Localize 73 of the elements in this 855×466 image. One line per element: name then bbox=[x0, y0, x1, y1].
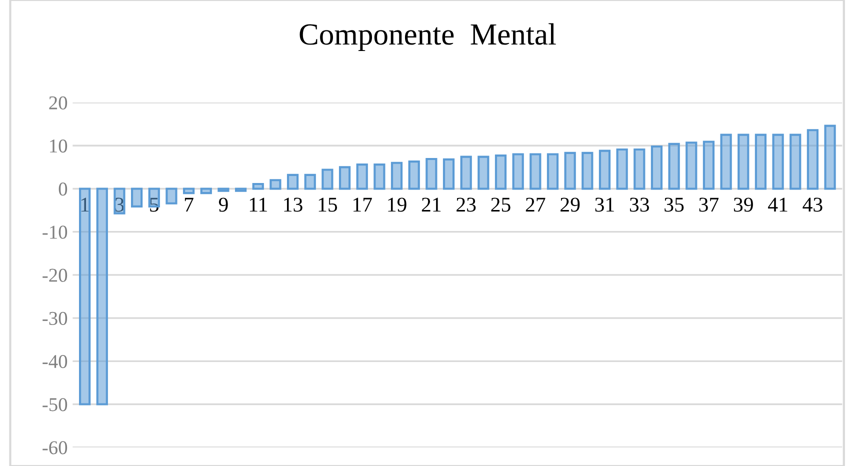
x-tick-label: 19 bbox=[388, 198, 406, 212]
bar bbox=[442, 158, 455, 190]
bar bbox=[824, 124, 836, 190]
x-tick-label: 9 bbox=[218, 198, 228, 212]
bar bbox=[322, 168, 334, 190]
bar bbox=[426, 158, 438, 190]
x-tick-label: 33 bbox=[630, 198, 650, 212]
bar bbox=[218, 188, 230, 192]
bar bbox=[582, 152, 594, 190]
bar bbox=[616, 148, 628, 190]
bar bbox=[200, 188, 212, 194]
bar bbox=[78, 188, 91, 406]
bar bbox=[130, 188, 143, 208]
bar bbox=[374, 164, 386, 190]
chart-title: Componente Mental bbox=[300, 23, 556, 52]
x-tick-label: 31 bbox=[595, 198, 614, 212]
bar bbox=[598, 150, 611, 190]
x-tick-label: 35 bbox=[664, 198, 684, 212]
x-tick-label: 23 bbox=[456, 198, 476, 212]
bar bbox=[270, 179, 282, 190]
y-tick-label: -30 bbox=[42, 312, 68, 325]
bar bbox=[530, 153, 542, 190]
x-tick-label: 25 bbox=[491, 198, 510, 212]
x-tick-label: 3 bbox=[115, 198, 124, 212]
bar bbox=[512, 153, 524, 190]
y-tick-label: -20 bbox=[42, 268, 68, 282]
x-tick-label: 39 bbox=[734, 198, 753, 212]
bar bbox=[304, 174, 316, 190]
x-tick-label: 21 bbox=[422, 198, 441, 212]
bar bbox=[772, 134, 784, 190]
y-tick-label: 0 bbox=[58, 182, 68, 196]
bar bbox=[460, 156, 472, 190]
x-tick-label: 29 bbox=[560, 198, 580, 212]
y-tick-label: 10 bbox=[50, 139, 68, 153]
x-tick-label: 7 bbox=[184, 198, 194, 212]
x-tick-label: 11 bbox=[250, 198, 267, 212]
bar bbox=[650, 145, 663, 190]
bar bbox=[546, 153, 559, 190]
x-tick-label: 15 bbox=[318, 198, 338, 212]
bar bbox=[564, 152, 576, 190]
bar bbox=[494, 154, 507, 190]
bar bbox=[356, 164, 368, 190]
bar bbox=[478, 156, 490, 190]
bar bbox=[252, 182, 264, 190]
y-tick-label: -40 bbox=[42, 354, 68, 368]
bar bbox=[408, 160, 420, 190]
bar bbox=[806, 129, 819, 190]
bar bbox=[234, 188, 247, 192]
bar bbox=[96, 188, 108, 406]
y-tick-label: 20 bbox=[49, 96, 68, 110]
bar bbox=[338, 166, 351, 190]
x-tick-label: 37 bbox=[699, 198, 719, 212]
x-tick-label: 41 bbox=[768, 198, 788, 212]
bar bbox=[754, 134, 767, 190]
bar bbox=[390, 162, 403, 190]
bar bbox=[702, 140, 715, 190]
bar bbox=[720, 134, 732, 190]
bar bbox=[790, 134, 802, 190]
x-tick-label: 17 bbox=[354, 198, 372, 212]
x-tick-label: 43 bbox=[802, 198, 822, 212]
bar bbox=[634, 148, 646, 190]
bar bbox=[182, 188, 195, 194]
x-tick-label: 13 bbox=[284, 198, 302, 212]
bar bbox=[668, 142, 680, 190]
y-tick-label: -60 bbox=[42, 441, 68, 454]
y-tick-label: -50 bbox=[42, 398, 68, 412]
bar bbox=[686, 142, 698, 190]
y-tick-label: -10 bbox=[42, 226, 68, 239]
bar bbox=[114, 188, 126, 214]
bar bbox=[166, 188, 178, 204]
bar bbox=[738, 134, 750, 190]
x-tick-label: 27 bbox=[526, 198, 546, 212]
bar bbox=[286, 174, 299, 190]
